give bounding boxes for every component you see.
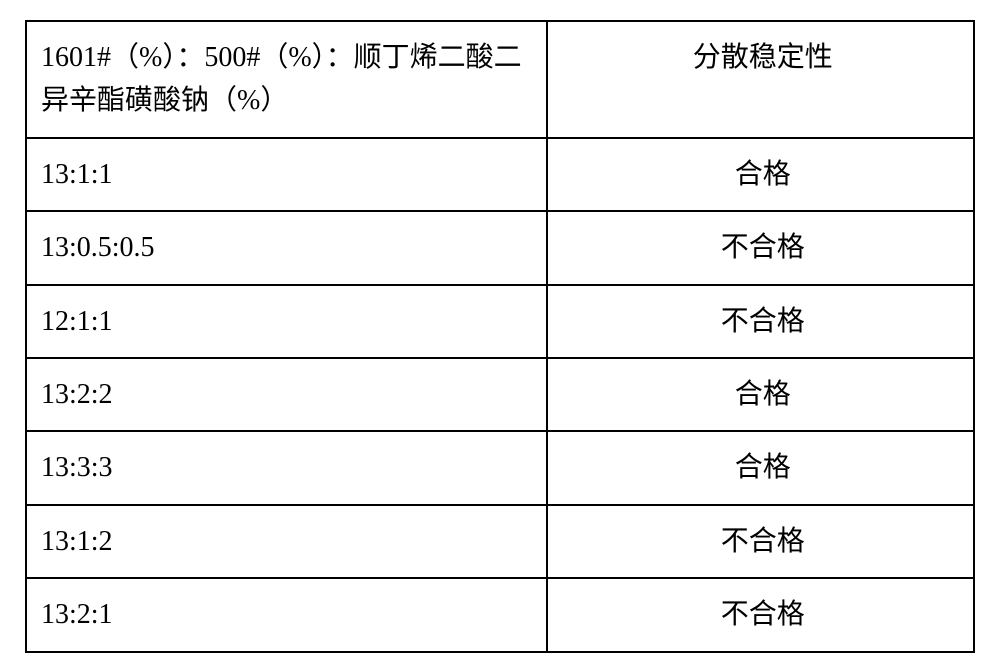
cell-result: 不合格 bbox=[547, 578, 974, 651]
table-row: 13:2:2 合格 bbox=[26, 358, 974, 431]
cell-ratio: 13:1:1 bbox=[26, 138, 547, 211]
cell-ratio: 13:3:3 bbox=[26, 431, 547, 504]
cell-result: 不合格 bbox=[547, 505, 974, 578]
cell-result: 合格 bbox=[547, 431, 974, 504]
table-row: 12:1:1 不合格 bbox=[26, 285, 974, 358]
table-row: 13:0.5:0.5 不合格 bbox=[26, 211, 974, 284]
cell-ratio: 13:0.5:0.5 bbox=[26, 211, 547, 284]
dispersion-stability-table: 1601#（%）：500#（%）：顺丁烯二酸二异辛酯磺酸钠（%） 分散稳定性 1… bbox=[25, 20, 975, 653]
cell-ratio: 13:1:2 bbox=[26, 505, 547, 578]
table-row: 13:1:1 合格 bbox=[26, 138, 974, 211]
cell-result: 合格 bbox=[547, 138, 974, 211]
table-row: 13:1:2 不合格 bbox=[26, 505, 974, 578]
table-row: 13:2:1 不合格 bbox=[26, 578, 974, 651]
cell-ratio: 12:1:1 bbox=[26, 285, 547, 358]
header-result: 分散稳定性 bbox=[547, 21, 974, 138]
cell-result: 不合格 bbox=[547, 211, 974, 284]
cell-result: 不合格 bbox=[547, 285, 974, 358]
cell-ratio: 13:2:2 bbox=[26, 358, 547, 431]
cell-result: 合格 bbox=[547, 358, 974, 431]
table-header-row: 1601#（%）：500#（%）：顺丁烯二酸二异辛酯磺酸钠（%） 分散稳定性 bbox=[26, 21, 974, 138]
cell-ratio: 13:2:1 bbox=[26, 578, 547, 651]
header-ratio: 1601#（%）：500#（%）：顺丁烯二酸二异辛酯磺酸钠（%） bbox=[26, 21, 547, 138]
table-row: 13:3:3 合格 bbox=[26, 431, 974, 504]
